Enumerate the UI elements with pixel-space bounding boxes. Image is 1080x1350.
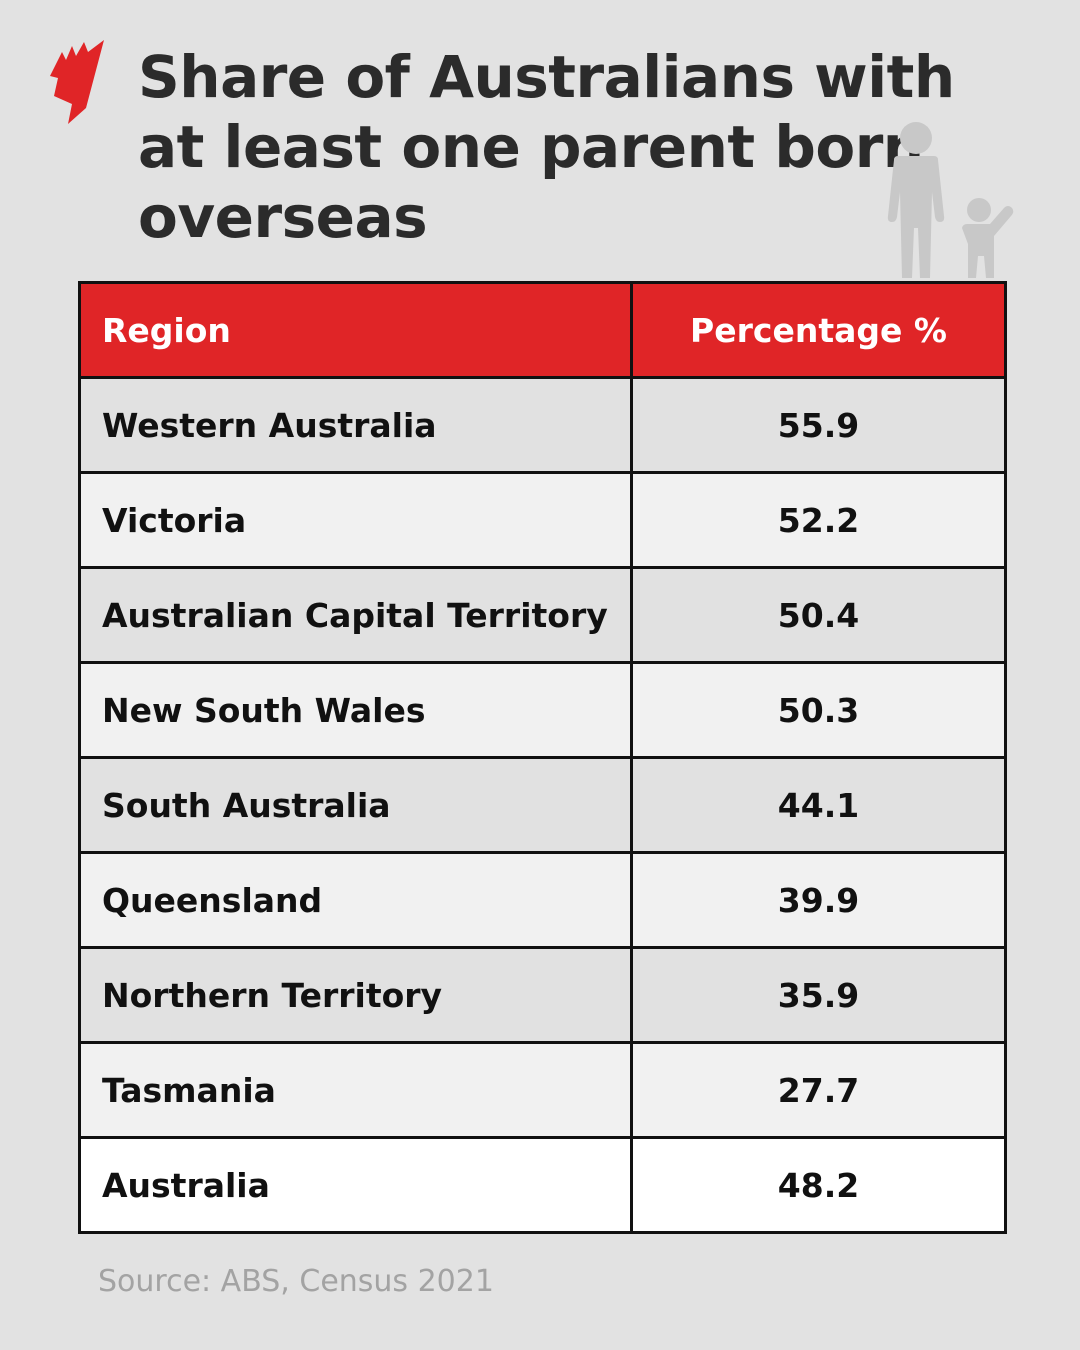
table-row: Tasmania 27.7 [78, 1041, 1007, 1139]
source-note: Source: ABS, Census 2021 [98, 1264, 494, 1299]
percentage-cell: 52.2 [630, 471, 1007, 569]
percentage-cell: 50.4 [630, 566, 1007, 664]
region-cell: South Australia [78, 756, 633, 854]
table-row: Queensland 39.9 [78, 851, 1007, 949]
region-cell: Queensland [78, 851, 633, 949]
region-cell: Victoria [78, 471, 633, 569]
region-cell: New South Wales [78, 661, 633, 759]
region-cell: Northern Territory [78, 946, 633, 1044]
column-header-percentage: Percentage % [630, 281, 1007, 379]
table-row: New South Wales 50.3 [78, 661, 1007, 759]
table-row: Victoria 52.2 [78, 471, 1007, 569]
percentage-cell: 39.9 [630, 851, 1007, 949]
table-row: Australian Capital Territory 50.4 [78, 566, 1007, 664]
region-cell: Australia [78, 1136, 633, 1234]
page-title: Share of Australians with at least one p… [138, 43, 955, 251]
column-header-region: Region [78, 281, 633, 379]
table-row: Western Australia 55.9 [78, 376, 1007, 474]
region-cell: Australian Capital Territory [78, 566, 633, 664]
table-row: South Australia 44.1 [78, 756, 1007, 854]
table-row: Northern Territory 35.9 [78, 946, 1007, 1044]
percentage-cell: 55.9 [630, 376, 1007, 474]
region-percentage-table: Region Percentage % Western Australia 55… [78, 281, 1007, 1234]
region-cell: Western Australia [78, 376, 633, 474]
percentage-cell: 50.3 [630, 661, 1007, 759]
percentage-cell: 44.1 [630, 756, 1007, 854]
region-cell: Tasmania [78, 1041, 633, 1139]
table-row-total: Australia 48.2 [78, 1136, 1007, 1234]
percentage-cell: 48.2 [630, 1136, 1007, 1234]
parent-child-icon [887, 122, 1014, 278]
sbs-logo-icon [50, 40, 104, 124]
table-header-row: Region Percentage % [78, 281, 1007, 379]
percentage-cell: 35.9 [630, 946, 1007, 1044]
percentage-cell: 27.7 [630, 1041, 1007, 1139]
